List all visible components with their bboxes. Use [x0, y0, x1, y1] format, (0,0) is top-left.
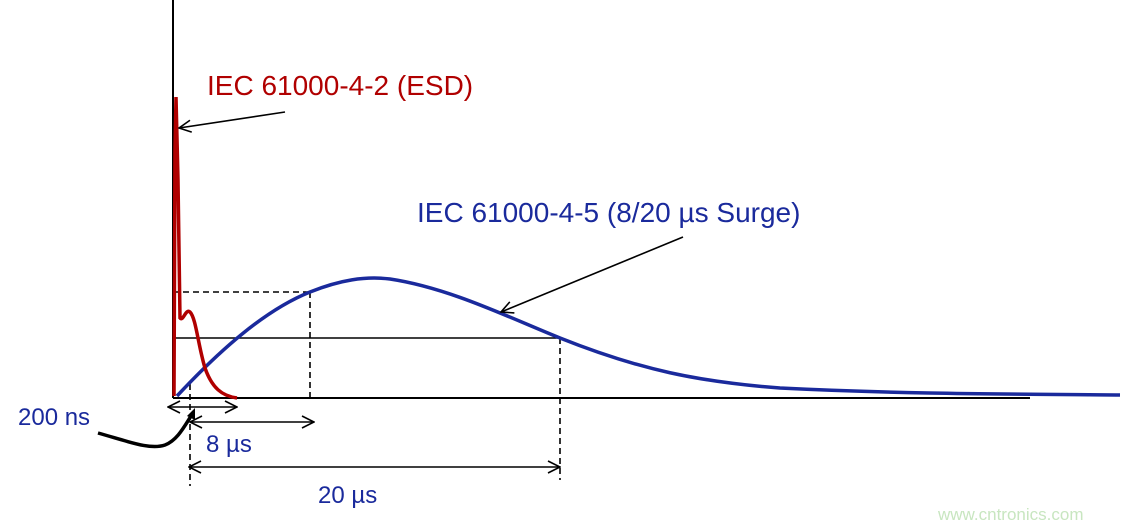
surge-rise-label: 8 µs — [206, 431, 252, 458]
watermark: www.cntronics.com — [937, 505, 1083, 524]
esd-label: IEC 61000-4-2 (ESD) — [207, 70, 473, 101]
surge-label: IEC 61000-4-5 (8/20 µs Surge) — [417, 197, 800, 228]
esd-rise-label: 200 ns — [18, 404, 90, 431]
surge-label-arrow — [501, 236, 684, 312]
esd-waveform — [172, 96, 238, 400]
surge-waveform — [175, 276, 1121, 398]
200ns-pointer-head — [187, 408, 195, 420]
200ns-pointer — [97, 412, 195, 449]
surge-half-label: 20 µs — [318, 482, 377, 509]
esd-label-arrow — [179, 111, 286, 128]
